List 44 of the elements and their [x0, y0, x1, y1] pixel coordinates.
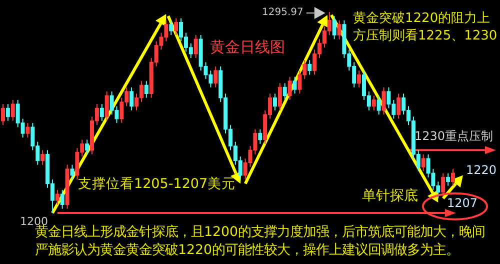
candlestick — [372, 95, 376, 111]
candlestick — [396, 93, 401, 120]
candlestick — [60, 189, 64, 210]
annotation: 支撑位看1205-1207美元 — [78, 176, 236, 192]
candlestick — [272, 93, 277, 111]
candlestick — [130, 86, 134, 111]
candlestick — [85, 139, 90, 155]
candlestick — [55, 189, 60, 206]
candlestick — [214, 66, 218, 88]
annotation: 1295.97 — [262, 7, 304, 18]
candlestick — [278, 82, 282, 111]
candlestick — [332, 16, 336, 40]
candlestick — [376, 95, 381, 116]
candlestick — [194, 34, 198, 59]
ref-line-label: 1230重点压制 — [414, 129, 494, 144]
candlestick — [292, 76, 297, 94]
candlestick — [40, 150, 45, 166]
candlestick — [70, 164, 74, 180]
text: 1220 — [466, 163, 497, 177]
candlestick — [258, 128, 262, 144]
candlestick — [104, 91, 109, 122]
text: 黄金日线上形成金针探底，且1200的支撑力度加强，后市筑底可能加大，晚间严施影认为黄金黄金突破1220的可能性较大，操作上建议回调做多为主。 — [35, 224, 486, 258]
candlestick — [144, 80, 148, 98]
candlestick — [357, 70, 362, 88]
candlestick — [337, 20, 342, 40]
candlestick — [308, 60, 312, 76]
candlestick — [382, 86, 386, 116]
annotation: 黄金突破1220的阻力上方压制则看1225、1230 — [353, 11, 498, 44]
text: 黄金日线图 — [210, 38, 285, 56]
candlestick — [174, 18, 178, 36]
candlestick — [26, 122, 30, 138]
candlestick — [0, 104, 5, 126]
annotation: 1207 — [447, 196, 478, 210]
candlestick — [169, 20, 174, 36]
annotation: 单针探底 — [362, 188, 418, 204]
candlestick — [441, 172, 446, 197]
candlestick — [282, 82, 287, 100]
candlestick — [446, 172, 450, 186]
candlestick — [6, 104, 10, 122]
candlestick — [10, 99, 15, 122]
candlestick — [421, 154, 426, 172]
candlestick — [451, 168, 455, 186]
candlestick — [100, 104, 104, 122]
candlestick — [288, 76, 292, 100]
